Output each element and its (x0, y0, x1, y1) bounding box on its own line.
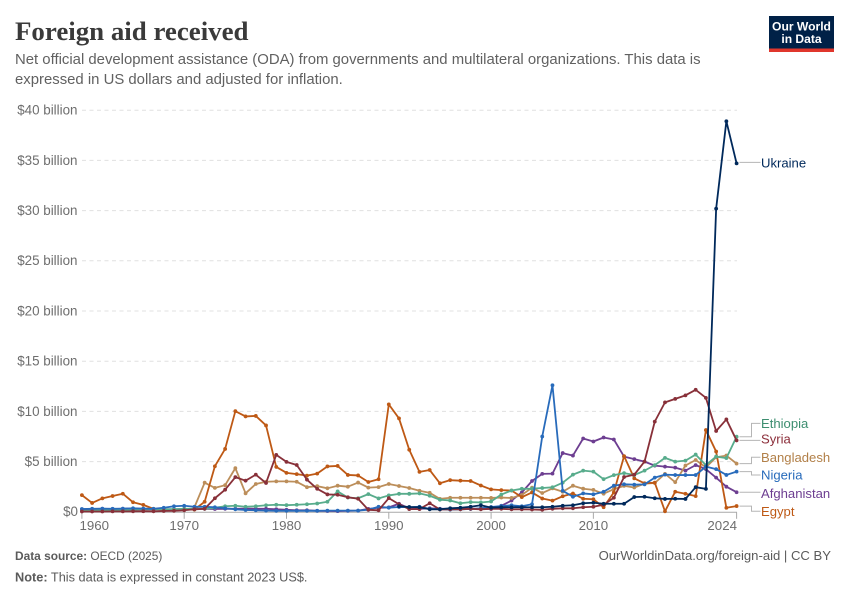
svg-text:$30 billion: $30 billion (17, 203, 77, 218)
svg-text:Note: This data is expressed i: Note: This data is expressed in constant… (15, 570, 307, 585)
svg-text:Bangladesh: Bangladesh (761, 450, 830, 465)
svg-text:1980: 1980 (272, 518, 302, 533)
svg-text:Net official development assis: Net official development assistance (ODA… (15, 52, 701, 68)
svg-text:Egypt: Egypt (761, 504, 795, 519)
svg-text:$5 billion: $5 billion (25, 454, 78, 469)
svg-text:Ukraine: Ukraine (761, 155, 806, 170)
svg-text:Foreign aid received: Foreign aid received (15, 16, 249, 46)
svg-text:$40 billion: $40 billion (17, 103, 77, 118)
svg-text:$35 billion: $35 billion (17, 153, 77, 168)
svg-text:OurWorldinData.org/foreign-aid: OurWorldinData.org/foreign-aid | CC BY (599, 548, 832, 563)
svg-text:2010: 2010 (579, 518, 609, 533)
svg-text:$25 billion: $25 billion (17, 253, 77, 268)
svg-text:Afghanistan: Afghanistan (761, 486, 830, 501)
svg-text:Our World: Our World (772, 20, 831, 34)
svg-text:2024: 2024 (707, 518, 737, 533)
svg-text:2000: 2000 (476, 518, 506, 533)
svg-text:expressed in US dollars and ad: expressed in US dollars and adjusted for… (15, 72, 343, 88)
svg-text:$20 billion: $20 billion (17, 303, 77, 318)
svg-text:Ethiopia: Ethiopia (761, 416, 809, 431)
svg-text:1970: 1970 (169, 518, 199, 533)
svg-text:in Data: in Data (781, 32, 822, 46)
svg-text:$0: $0 (63, 504, 78, 519)
svg-text:1960: 1960 (80, 518, 110, 533)
svg-text:Data source: OECD (2025): Data source: OECD (2025) (15, 549, 162, 563)
svg-text:Nigeria: Nigeria (761, 468, 803, 483)
svg-text:$15 billion: $15 billion (17, 354, 77, 369)
svg-text:1990: 1990 (374, 518, 404, 533)
svg-text:Syria: Syria (761, 431, 792, 446)
svg-text:$10 billion: $10 billion (17, 404, 77, 419)
